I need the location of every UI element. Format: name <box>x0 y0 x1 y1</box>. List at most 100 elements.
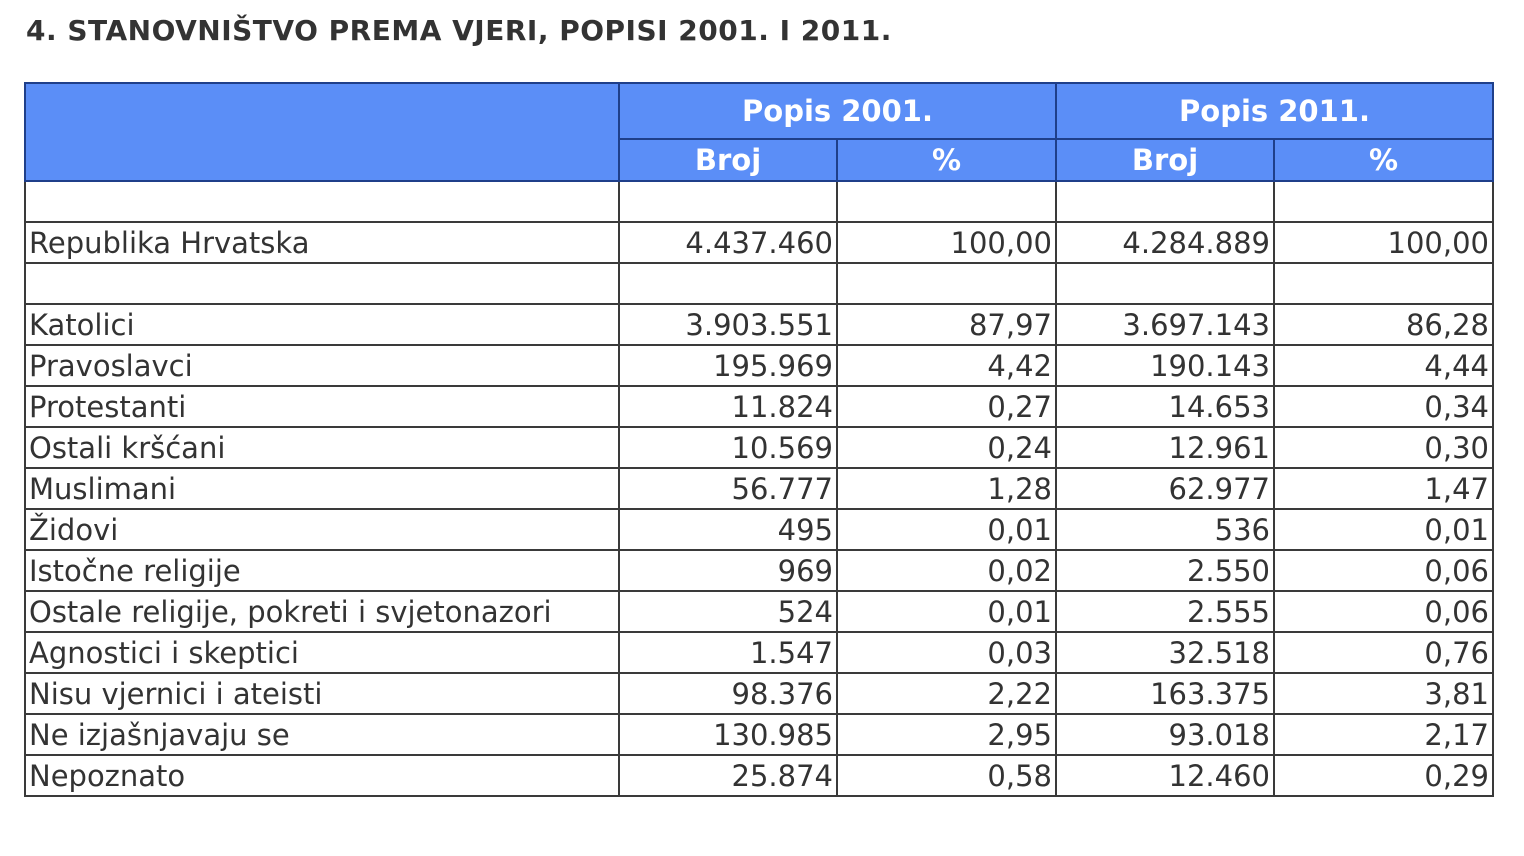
row-label-cell: Muslimani <box>24 467 620 510</box>
count-2011-cell <box>1055 180 1275 223</box>
count-2001-cell: 969 <box>618 549 838 592</box>
count-2001-cell: 3.903.551 <box>618 303 838 346</box>
row-label-cell: Ne izjašnjavaju se <box>24 713 620 756</box>
pct-2001-cell: 100,00 <box>836 221 1057 264</box>
row-label-cell: Ostale religije, pokreti i svjetonazori <box>24 590 620 633</box>
count-2011-cell: 190.143 <box>1055 344 1275 387</box>
count-2001-cell: 56.777 <box>618 467 838 510</box>
count-2001-cell: 98.376 <box>618 672 838 715</box>
pct-2011-cell: 0,76 <box>1273 631 1494 674</box>
header-group-2011: Popis 2011. <box>1055 82 1494 140</box>
row-label-cell: Agnostici i skeptici <box>24 631 620 674</box>
row-label-cell: Katolici <box>24 303 620 346</box>
pct-2011-cell: 0,01 <box>1273 508 1494 551</box>
pct-2011-cell: 0,06 <box>1273 590 1494 633</box>
count-2011-cell: 32.518 <box>1055 631 1275 674</box>
row-label-cell: Nepoznato <box>24 754 620 797</box>
row-label-cell: Nisu vjernici i ateisti <box>24 672 620 715</box>
pct-2001-cell: 2,95 <box>836 713 1057 756</box>
pct-2011-cell: 0,06 <box>1273 549 1494 592</box>
header-group-2001: Popis 2001. <box>618 82 1057 140</box>
table-row <box>24 262 1494 305</box>
pct-2001-cell <box>836 262 1057 305</box>
table-row <box>24 180 1494 223</box>
pct-2011-cell: 1,47 <box>1273 467 1494 510</box>
row-label-cell <box>24 180 620 223</box>
pct-2001-cell <box>836 180 1057 223</box>
row-label-cell <box>24 262 620 305</box>
pct-2001-cell: 0,58 <box>836 754 1057 797</box>
count-2011-cell: 4.284.889 <box>1055 221 1275 264</box>
table-row: Republika Hrvatska 4.437.460 100,00 4.284.8… <box>24 221 1494 264</box>
pct-2011-cell: 2,17 <box>1273 713 1494 756</box>
pct-2001-cell: 87,97 <box>836 303 1057 346</box>
count-2001-cell <box>618 262 838 305</box>
count-2011-cell: 3.697.143 <box>1055 303 1275 346</box>
header-pct-2001: % <box>836 138 1057 182</box>
pct-2011-cell: 86,28 <box>1273 303 1494 346</box>
header-count-2011: Broj <box>1055 138 1275 182</box>
table-row: Nepoznato 25.874 0,58 12.460 0,29 <box>24 754 1494 797</box>
pct-2001-cell: 0,02 <box>836 549 1057 592</box>
row-label-cell: Židovi <box>24 508 620 551</box>
count-2011-cell: 62.977 <box>1055 467 1275 510</box>
count-2001-cell: 1.547 <box>618 631 838 674</box>
table-row: Protestanti 11.824 0,27 14.653 0,34 <box>24 385 1494 428</box>
pct-2011-cell: 4,44 <box>1273 344 1494 387</box>
header-row-columns: Broj % Broj % <box>25 138 1494 182</box>
count-2001-cell: 195.969 <box>618 344 838 387</box>
header-count-2001: Broj <box>618 138 838 182</box>
pct-2011-cell: 100,00 <box>1273 221 1494 264</box>
header-corner-cell <box>24 82 620 182</box>
count-2001-cell <box>618 180 838 223</box>
pct-2001-cell: 0,27 <box>836 385 1057 428</box>
pct-2011-cell: 0,29 <box>1273 754 1494 797</box>
header-row-groups: Popis 2001. Popis 2011. <box>24 82 1494 182</box>
row-label-cell: Ostali kršćani <box>24 426 620 469</box>
pct-2011-cell <box>1273 262 1494 305</box>
pct-2001-cell: 0,24 <box>836 426 1057 469</box>
table-row: Muslimani 56.777 1,28 62.977 1,47 <box>24 467 1494 510</box>
count-2001-cell: 11.824 <box>618 385 838 428</box>
table-row: Agnostici i skeptici 1.547 0,03 32.518 0,76 <box>24 631 1494 674</box>
count-2011-cell: 12.460 <box>1055 754 1275 797</box>
pct-2011-cell <box>1273 180 1494 223</box>
count-2011-cell: 93.018 <box>1055 713 1275 756</box>
pct-2001-cell: 2,22 <box>836 672 1057 715</box>
row-label-cell: Pravoslavci <box>24 344 620 387</box>
header-pct-2011: % <box>1273 138 1494 182</box>
pct-2001-cell: 0,01 <box>836 508 1057 551</box>
table-row: Ne izjašnjavaju se 130.985 2,95 93.018 2,17 <box>24 713 1494 756</box>
row-label-cell: Protestanti <box>24 385 620 428</box>
row-label-cell: Istočne religije <box>24 549 620 592</box>
pct-2011-cell: 0,30 <box>1273 426 1494 469</box>
count-2011-cell <box>1055 262 1275 305</box>
count-2001-cell: 130.985 <box>618 713 838 756</box>
pct-2001-cell: 1,28 <box>836 467 1057 510</box>
count-2011-cell: 14.653 <box>1055 385 1275 428</box>
pct-2001-cell: 0,01 <box>836 590 1057 633</box>
table-row: Ostali kršćani 10.569 0,24 12.961 0,30 <box>24 426 1494 469</box>
table-header: Popis 2001. Popis 2011. Broj % Broj % <box>24 82 1494 182</box>
count-2011-cell: 12.961 <box>1055 426 1275 469</box>
count-2011-cell: 2.555 <box>1055 590 1275 633</box>
count-2001-cell: 495 <box>618 508 838 551</box>
table-body: Republika Hrvatska 4.437.460 100,00 4.284.8… <box>24 180 1494 797</box>
table-row: Pravoslavci 195.969 4,42 190.143 4,44 <box>24 344 1494 387</box>
count-2011-cell: 2.550 <box>1055 549 1275 592</box>
table-row: Katolici 3.903.551 87,97 3.697.143 86,28 <box>24 303 1494 346</box>
pct-2011-cell: 3,81 <box>1273 672 1494 715</box>
table-row: Nisu vjernici i ateisti 98.376 2,22 163.375… <box>24 672 1494 715</box>
count-2001-cell: 10.569 <box>618 426 838 469</box>
count-2011-cell: 163.375 <box>1055 672 1275 715</box>
pct-2001-cell: 0,03 <box>836 631 1057 674</box>
count-2001-cell: 524 <box>618 590 838 633</box>
count-2001-cell: 25.874 <box>618 754 838 797</box>
table-row: Židovi 495 0,01 536 0,01 <box>24 508 1494 551</box>
count-2011-cell: 536 <box>1055 508 1275 551</box>
table-row: Istočne religije 969 0,02 2.550 0,06 <box>24 549 1494 592</box>
pct-2011-cell: 0,34 <box>1273 385 1494 428</box>
page-title: 4. STANOVNIŠTVO PREMA VJERI, POPISI 2001… <box>26 14 892 47</box>
count-2001-cell: 4.437.460 <box>618 221 838 264</box>
table-row: Ostale religije, pokreti i svjetonazori 5… <box>24 590 1494 633</box>
